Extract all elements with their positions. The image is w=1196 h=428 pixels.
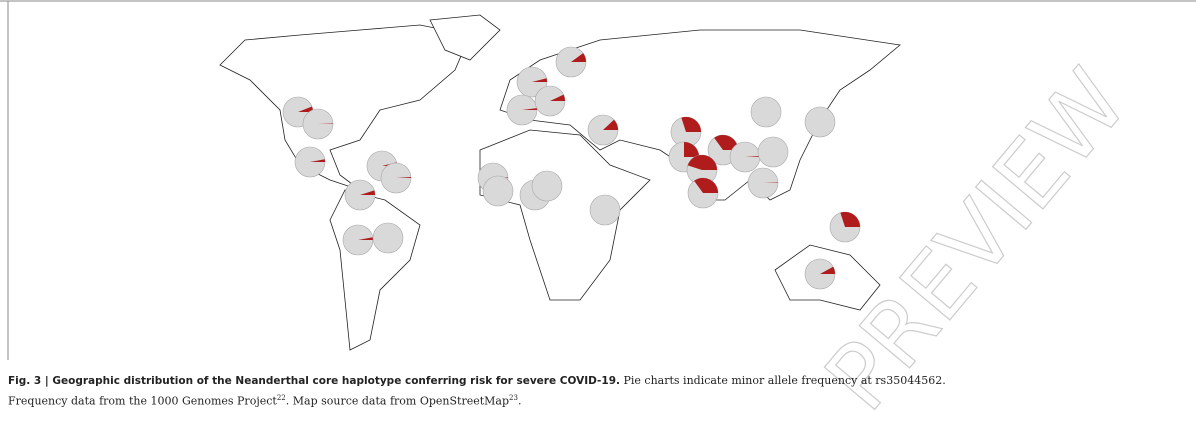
pie-background — [482, 175, 514, 207]
pie-wedge — [820, 266, 835, 274]
pie-wedge — [298, 106, 313, 112]
caption-text: Pie charts indicate minor allele frequen… — [8, 374, 946, 408]
pie-background — [750, 96, 782, 128]
pie-wedge — [681, 117, 701, 132]
pie-wedge — [687, 154, 717, 170]
caption-label: Fig. 3 | Geographic distribution of the … — [8, 375, 620, 387]
pie-wedge — [745, 156, 760, 157]
pie-background — [757, 136, 789, 168]
pie-background — [531, 170, 563, 202]
pie-wedge — [360, 190, 375, 195]
pie-wedge — [550, 94, 565, 101]
pie-wedge — [522, 108, 537, 110]
pie-wedge — [694, 178, 718, 193]
pie-wedge — [310, 159, 325, 162]
pie-wedge — [603, 119, 618, 130]
pie-wedge — [396, 177, 411, 178]
caption: Fig. 3 | Geographic distribution of the … — [8, 372, 1008, 410]
pie-wedge — [684, 142, 699, 157]
pie-wedge — [840, 212, 860, 227]
pie-wedge — [358, 237, 373, 240]
pie-background — [372, 222, 404, 254]
caption-text: . Map source data from OpenStreetMap — [285, 394, 510, 408]
reference: 22 — [276, 394, 286, 402]
pie-wedge — [532, 78, 547, 82]
pie-wedge — [571, 53, 586, 62]
reference: 23 — [509, 394, 518, 402]
caption-text: . — [517, 394, 522, 408]
pie-background — [589, 194, 621, 226]
pie-background — [804, 106, 836, 138]
pie-charts — [282, 46, 861, 290]
pie-wedge — [714, 135, 738, 150]
